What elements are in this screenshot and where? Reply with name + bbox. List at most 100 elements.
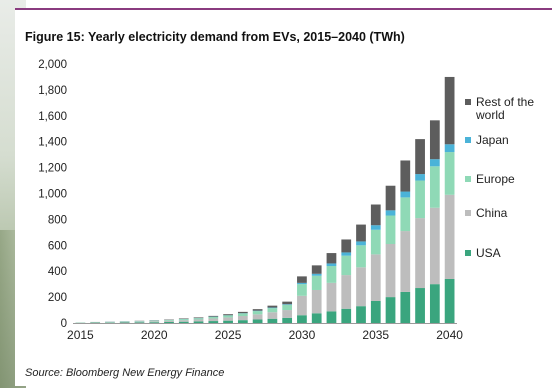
stacked-bars (75, 76, 455, 323)
bar-segment-rest-of-the-world-2027 (252, 309, 263, 311)
bar-segment-china-2040 (444, 194, 455, 279)
bar-segment-rest-of-the-world-2033 (341, 239, 352, 253)
bar-segment-china-2032 (326, 282, 337, 312)
bar-segment-usa-2029 (282, 317, 293, 323)
bar-segment-japan-2029 (282, 304, 293, 305)
source-note: Source: Bloomberg New Energy Finance (25, 367, 225, 379)
chart-title: Figure 15: Yearly electricity demand fro… (25, 30, 405, 44)
bar-segment-china-2025 (223, 317, 233, 321)
bar-segment-europe-2037 (400, 197, 411, 232)
bar-segment-japan-2037 (400, 191, 411, 198)
bar-segment-usa-2038 (415, 288, 425, 323)
legend-swatch-japan (465, 137, 471, 143)
bar-segment-usa-2025 (223, 320, 233, 323)
bar-chart: 0 200 400 600 800 1,000 1,200 1,400 1,600 1,800 2,… (38, 59, 534, 342)
bar-segment-usa-2032 (326, 311, 337, 323)
bar-segment-rest-of-the-world-2039 (429, 120, 440, 160)
bar-segment-usa-2027 (252, 319, 263, 323)
bar-segment-usa-2018 (119, 322, 130, 323)
bar-segment-japan-2038 (415, 174, 425, 181)
bar-segment-europe-2033 (341, 255, 352, 276)
bar-segment-usa-2033 (341, 308, 352, 323)
bar-segment-china-2029 (282, 310, 293, 318)
bar-segment-europe-2039 (429, 166, 440, 208)
y-tick-label: 200 (48, 292, 67, 304)
y-tick-label: 1,000 (38, 189, 67, 201)
bar-segment-china-2031 (311, 289, 322, 314)
bar-segment-japan-2033 (341, 252, 352, 256)
y-tick-label: 1,800 (38, 85, 67, 97)
bar-segment-europe-2029 (282, 304, 293, 311)
legend-label-china: China (476, 206, 508, 220)
bar-segment-europe-2035 (370, 229, 381, 255)
bar-segment-japan-2030 (297, 282, 307, 285)
x-tick-label: 2025 (215, 328, 242, 342)
bar-segment-rest-of-the-world-2032 (326, 253, 337, 264)
bar-segment-usa-2035 (370, 300, 381, 323)
bar-segment-china-2026 (237, 316, 248, 321)
bar-segment-china-2039 (429, 207, 440, 285)
x-tick-label: 2040 (436, 328, 463, 342)
bar-segment-europe-2040 (444, 152, 455, 195)
bar-segment-china-2033 (341, 275, 352, 309)
legend-swatch-europe (465, 176, 471, 182)
bar-segment-china-2024 (208, 318, 219, 322)
bar-segment-rest-of-the-world-2026 (237, 311, 248, 314)
bar-segment-europe-2034 (356, 245, 366, 268)
x-tick-label: 2015 (67, 328, 94, 342)
bar-segment-europe-2022 (178, 319, 189, 321)
bar-segment-china-2036 (385, 244, 396, 298)
bar-segment-usa-2021 (164, 321, 174, 323)
bar-segment-japan-2040 (444, 144, 455, 153)
bar-segment-rest-of-the-world-2028 (267, 305, 278, 308)
bar-segment-china-2037 (400, 231, 411, 292)
bar-segment-china-2038 (415, 218, 425, 289)
y-tick-label: 600 (48, 240, 67, 252)
bar-segment-usa-2031 (311, 313, 322, 323)
bar-segment-japan-2035 (370, 225, 381, 230)
bar-segment-china-2021 (164, 320, 174, 322)
bar-segment-usa-2039 (429, 284, 440, 323)
bar-segment-japan-2034 (356, 241, 366, 246)
bar-segment-usa-2019 (134, 322, 145, 323)
legend-label-usa: USA (476, 246, 501, 260)
y-tick-label: 0 (61, 318, 67, 330)
bar-segment-europe-2021 (164, 320, 174, 321)
y-tick-label: 1,200 (38, 163, 67, 175)
y-tick-label: 1,600 (38, 111, 67, 123)
bar-segment-europe-2031 (311, 275, 322, 290)
bar-segment-china-2035 (370, 254, 381, 301)
legend-swatch-china (465, 210, 471, 216)
x-tick-label: 2035 (362, 328, 389, 342)
bar-segment-usa-2023 (193, 321, 204, 323)
bar-segment-rest-of-the-world-2036 (385, 185, 396, 211)
bar-segment-usa-2036 (385, 297, 396, 323)
legend-label-japan: Japan (476, 133, 509, 147)
bar-segment-china-2034 (356, 267, 366, 307)
y-axis: 0 200 400 600 800 1,000 1,200 1,400 1,600 1,800 2,… (38, 59, 67, 330)
bar-segment-rest-of-the-world-2024 (208, 315, 219, 317)
bar-segment-china-2022 (178, 320, 189, 322)
x-axis: 2015 2020 2025 2030 2035 2040 (67, 323, 463, 342)
y-tick-label: 2,000 (38, 59, 67, 71)
bar-segment-rest-of-the-world-2030 (297, 276, 307, 283)
legend-label-rest-of-the-world: Rest of the world (475, 95, 534, 122)
bar-segment-china-2018 (119, 321, 130, 323)
bar-segment-china-2030 (297, 295, 307, 316)
bar-segment-china-2027 (252, 314, 263, 320)
bar-segment-europe-2025 (223, 315, 233, 318)
bar-segment-china-2019 (134, 321, 145, 323)
bar-segment-europe-2020 (149, 320, 160, 322)
bar-segment-europe-2023 (193, 318, 204, 320)
bar-segment-europe-2019 (134, 321, 145, 322)
bar-segment-usa-2022 (178, 321, 189, 323)
bar-segment-europe-2026 (237, 313, 248, 317)
bar-segment-europe-2030 (297, 284, 307, 296)
bar-segment-rest-of-the-world-2037 (400, 160, 411, 192)
bar-segment-japan-2028 (267, 307, 278, 309)
bar-segment-japan-2031 (311, 273, 322, 276)
bar-segment-china-2020 (149, 321, 160, 323)
x-tick-label: 2020 (141, 328, 168, 342)
bar-segment-europe-2028 (267, 308, 278, 313)
legend: USA China Europe Japan Rest of the world (465, 95, 534, 260)
